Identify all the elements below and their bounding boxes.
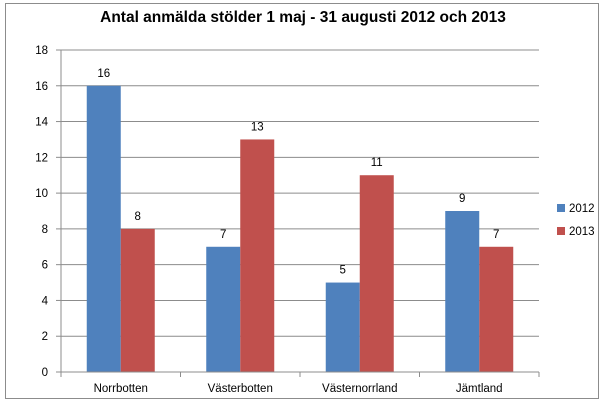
bar-2012-västerbotten [206, 246, 241, 372]
y-tick-label: 16 [35, 81, 48, 93]
bar-2012-norrbotten [86, 85, 121, 373]
legend-swatch-2012 [557, 204, 565, 212]
x-tick-label: Norrbotten [94, 383, 148, 395]
y-tick-label: 10 [35, 188, 48, 200]
y-tick-label: 8 [42, 224, 48, 236]
data-label: 7 [493, 229, 499, 241]
data-label: 5 [340, 265, 346, 277]
data-label: 13 [251, 121, 264, 133]
y-tick-label: 0 [42, 367, 48, 379]
legend: 2012 2013 [557, 203, 595, 238]
bar-2013-jämtland [479, 246, 514, 372]
legend-label-2013: 2013 [569, 226, 595, 238]
x-tick-label: Västernorrland [322, 383, 397, 395]
legend-swatch-2013 [557, 227, 565, 235]
data-label: 8 [135, 211, 141, 223]
x-axis: Norrbotten Västerbotten Västernorrland Jämt… [60, 371, 540, 395]
chart-title: Antal anmälda stölder 1 maj - 31 augusti… [100, 9, 506, 26]
data-label: 11 [371, 157, 383, 169]
bar-2013-norrbotten [120, 228, 155, 372]
bar-2013-västernorrland [359, 175, 394, 372]
x-tick-label: Jämtland [456, 383, 503, 395]
y-tick-label: 12 [35, 152, 48, 164]
bars: 16 8 7 13 5 11 9 7 [86, 68, 514, 373]
data-label: 7 [220, 229, 226, 241]
data-label: 9 [459, 193, 465, 205]
bar-2012-jämtland [445, 211, 480, 372]
x-tick-label: Västerbotten [208, 383, 273, 395]
y-tick-label: 14 [35, 117, 48, 129]
y-tick-label: 6 [42, 260, 48, 272]
y-tick-label: 18 [35, 45, 48, 57]
bar-2012-västernorrland [325, 282, 360, 372]
data-label: 16 [97, 68, 110, 80]
legend-label-2012: 2012 [569, 203, 595, 215]
y-axis: 0 2 4 6 8 10 12 14 16 18 [35, 45, 62, 379]
y-tick-label: 4 [42, 295, 49, 307]
y-tick-label: 2 [42, 331, 48, 343]
bar-2013-västerbotten [240, 139, 275, 372]
